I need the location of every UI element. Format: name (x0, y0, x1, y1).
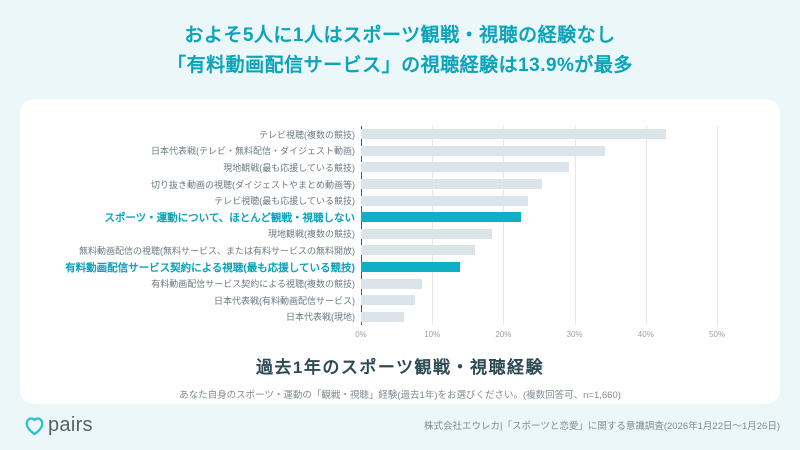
bar-row (361, 159, 774, 176)
bar-label: 現地観戦(最も応援している競技) (30, 159, 355, 176)
gridline (503, 126, 505, 326)
bar (361, 278, 423, 289)
bar-label: 無料動画配信の視聴(無料サービス、または有料サービスの無料開放) (30, 242, 355, 259)
bar-label-text: テレビ視聴(複数の競技) (259, 129, 355, 140)
bar (361, 162, 569, 173)
gridline (432, 126, 434, 326)
bar-row (361, 309, 774, 326)
bar-label-text: テレビ視聴(最も応援している競技) (214, 196, 355, 207)
bar-label-text: 日本代表戦(有料動画配信サービス) (214, 295, 355, 306)
bar-label-text: 無料動画配信の視聴(無料サービス、または有料サービスの無料開放) (79, 245, 355, 256)
bar-label: 有料動画配信サービス契約による視聴(最も応援している競技) (30, 259, 355, 276)
x-tick-label: 40% (637, 330, 654, 340)
y-axis-line (361, 126, 362, 326)
bar (361, 195, 529, 206)
bar-label-text: 有料動画配信サービス契約による視聴(最も応援している競技) (65, 261, 355, 274)
x-tick-label: 0% (355, 330, 367, 340)
bar-label: 切り抜き動画の視聴(ダイジェストやまとめ動画等) (30, 176, 355, 193)
gridline (717, 126, 719, 326)
bar-row (361, 209, 774, 226)
bar-label: 日本代表戦(現地) (30, 309, 355, 326)
bar-row (361, 192, 774, 209)
bar (361, 228, 493, 239)
plot-area: 0% 10% 20% 30% 40% 50% (355, 126, 774, 342)
bar (361, 311, 405, 322)
bar (361, 145, 605, 156)
bar-label-text: 日本代表戦(現地) (286, 312, 355, 323)
bar (361, 129, 667, 140)
pairs-logo: pairs (22, 413, 93, 438)
x-axis: 0% 10% 20% 30% 40% 50% (355, 325, 774, 342)
bar-label-text: 現地観戦(複数の競技) (268, 229, 355, 240)
bar-label: 現地観戦(複数の競技) (30, 226, 355, 243)
pairs-heart-icon (22, 413, 47, 438)
gridline (574, 126, 576, 326)
bar (361, 179, 542, 190)
x-tick-label: 20% (495, 330, 512, 340)
bar-highlighted (361, 212, 522, 223)
header-title-line-2: 「有料動画配信サービス」の視聴経験は13.9%が最多 (167, 55, 633, 76)
bar-label: 日本代表戦(テレビ・無料配信・ダイジェスト動画) (30, 143, 355, 160)
gridline (645, 126, 647, 326)
bar-label: 日本代表戦(有料動画配信サービス) (30, 292, 355, 309)
survey-source-text: 株式会社エウレカ|「スポーツと恋愛」に関する意識調査(2026年1月22日〜1月… (424, 421, 780, 432)
x-tick-label: 50% (709, 330, 726, 340)
header-title: およそ5人に1人はスポーツ観戦・視聴の経験なし 「有料動画配信サービス」の視聴経… (0, 21, 800, 81)
bar-row (361, 226, 774, 243)
bar-row (361, 126, 774, 143)
bar-label-text: 有料動画配信サービス契約による視聴(複数の競技) (151, 279, 355, 290)
bars-container (361, 126, 774, 325)
bar-label-text: スポーツ・運動について、ほとんど観戦・視聴しない (104, 211, 355, 224)
bar-label-text: 日本代表戦(テレビ・無料配信・ダイジェスト動画) (151, 146, 355, 157)
bar-label-text: 切り抜き動画の視聴(ダイジェストやまとめ動画等) (151, 179, 355, 190)
x-tick-label: 10% (424, 330, 441, 340)
bar-labels: テレビ視聴(複数の競技) 日本代表戦(テレビ・無料配信・ダイジェスト動画) 現地観戦… (30, 126, 355, 342)
chart-title: 過去1年のスポーツ観戦・視聴経験 (255, 358, 545, 378)
footer: pairs 株式会社エウレカ|「スポーツと恋愛」に関する意識調査(2026年1月… (0, 404, 800, 450)
bar (361, 295, 416, 306)
bar-row (361, 143, 774, 160)
bar-highlighted (361, 262, 460, 273)
bar-row (361, 242, 774, 259)
bar-row (361, 292, 774, 309)
bar-label: テレビ視聴(最も応援している競技) (30, 192, 355, 209)
bar-label: テレビ視聴(複数の競技) (30, 126, 355, 143)
chart-card: テレビ視聴(複数の競技) 日本代表戦(テレビ・無料配信・ダイジェスト動画) 現地観戦… (20, 99, 780, 404)
x-tick-label: 30% (566, 330, 583, 340)
header-title-line-1: およそ5人に1人はスポーツ観戦・視聴の経験なし (184, 25, 616, 46)
chart-body: テレビ視聴(複数の競技) 日本代表戦(テレビ・無料配信・ダイジェスト動画) 現地観戦… (20, 126, 780, 342)
bar (361, 245, 475, 256)
bar-row (361, 176, 774, 193)
bar-label-text: 現地観戦(最も応援している競技) (223, 162, 355, 173)
chart-note: あなた自身のスポーツ・運動の「観戦・視聴」経験(過去1年)をお選びください。(複… (179, 390, 621, 402)
bar-label: 有料動画配信サービス契約による視聴(複数の競技) (30, 275, 355, 292)
bar-row (361, 275, 774, 292)
pairs-logo-text: pairs (48, 413, 93, 436)
bar-label: スポーツ・運動について、ほとんど観戦・視聴しない (30, 209, 355, 226)
bar-row (361, 259, 774, 276)
